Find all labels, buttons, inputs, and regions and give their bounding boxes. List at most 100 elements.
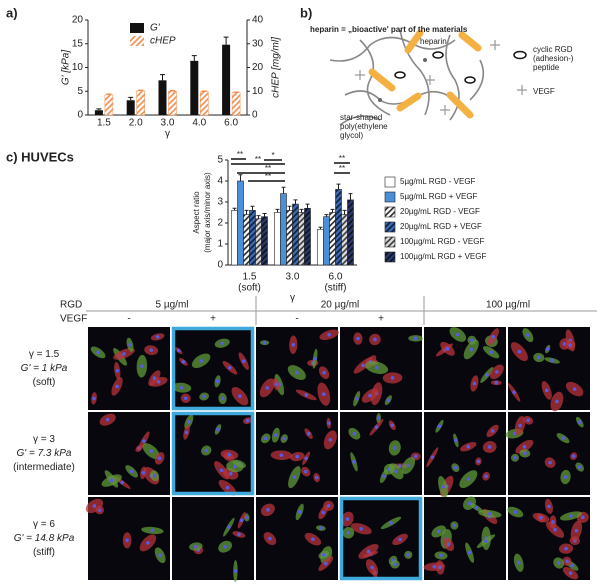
legend-label: 5µg/mL RGD + VEGF <box>400 192 478 201</box>
micrograph <box>172 412 254 495</box>
nucleus <box>220 396 225 401</box>
nucleus <box>220 341 225 346</box>
bar <box>347 199 354 266</box>
nucleus <box>491 334 496 339</box>
legend-swatch <box>130 23 144 33</box>
nucleus <box>453 465 458 470</box>
diagram-label: VEGF <box>533 87 555 96</box>
bar <box>274 212 281 266</box>
x-tick-label: 4.0 <box>192 118 206 129</box>
nucleus <box>120 480 124 485</box>
nucleus <box>326 421 331 425</box>
legend-swatch <box>384 251 396 263</box>
y-tick-label: 3 <box>217 197 223 208</box>
nucleus <box>578 420 582 424</box>
bar <box>280 193 287 266</box>
y-axis-label: (major axis/minor axis) <box>203 172 212 253</box>
nucleus <box>128 342 132 347</box>
error-bar <box>232 207 237 211</box>
nucleus <box>157 456 162 461</box>
x-tick-label: 6.0 <box>329 272 343 283</box>
error-bar <box>223 36 229 45</box>
nucleus <box>262 340 267 345</box>
legend-label: cHEP <box>150 36 176 47</box>
bar <box>237 180 244 266</box>
nucleus <box>441 484 445 489</box>
nucleus <box>216 427 220 432</box>
nucleus <box>314 475 319 480</box>
nucleus <box>452 523 457 528</box>
error-bar <box>256 215 261 219</box>
nucleus <box>129 469 134 474</box>
y-tick-label: 5 <box>217 155 223 166</box>
error-bar <box>324 214 329 217</box>
legend-swatch <box>384 206 396 218</box>
nucleus <box>439 553 443 558</box>
nucleus <box>487 445 492 449</box>
y-tick-label: 0 <box>77 110 83 121</box>
bar <box>231 210 238 266</box>
nucleus <box>322 392 326 396</box>
nucleus <box>238 394 242 399</box>
diagram-label: (adhesion-) <box>533 54 574 63</box>
nucleus <box>233 464 237 469</box>
x-tick-label: 3.0 <box>161 118 175 129</box>
nucleus <box>485 373 489 377</box>
highlight <box>171 411 255 496</box>
significance: ** <box>339 164 345 173</box>
nucleus <box>398 537 402 542</box>
nucleus <box>437 424 442 429</box>
y2-tick-label: 30 <box>252 38 264 49</box>
y2-tick-label: 10 <box>252 86 264 97</box>
nucleus <box>563 475 568 479</box>
error-bar <box>128 96 134 101</box>
nucleus <box>488 512 492 516</box>
legend-label: 100µg/mL RGD - VEGF <box>400 237 484 246</box>
nucleus <box>122 352 126 356</box>
nucleus <box>569 514 573 518</box>
nucleus <box>556 561 561 565</box>
nucleus <box>517 349 522 354</box>
bar <box>335 189 342 266</box>
nucleus <box>184 430 189 435</box>
nucleus <box>327 332 331 337</box>
nucleus <box>228 365 232 370</box>
nucleus <box>513 455 517 460</box>
row-label: γ = 1.5 <box>29 349 60 360</box>
error-bar <box>293 199 298 205</box>
nucleus <box>241 359 246 363</box>
bar <box>323 216 330 266</box>
nucleus <box>263 436 268 441</box>
y2-axis-label: cHEP [mg/ml] <box>271 37 282 98</box>
nucleus <box>183 396 188 401</box>
nucleus <box>474 505 479 510</box>
bar <box>255 218 262 266</box>
y-tick-label: 4 <box>217 176 223 187</box>
nucleus <box>228 471 233 476</box>
bar <box>231 92 241 116</box>
nucleus <box>319 526 323 530</box>
error-bar <box>305 203 310 209</box>
nucleus <box>359 526 363 531</box>
legend-swatch <box>384 221 396 233</box>
y-tick-label: 1 <box>217 239 223 250</box>
nucleus <box>194 544 198 549</box>
row-label: γ = 3 <box>33 434 55 445</box>
x-axis-label: γ <box>290 293 295 304</box>
nucleus <box>577 465 582 469</box>
nucleus <box>152 376 157 380</box>
nucleus <box>445 347 450 351</box>
nucleus <box>366 549 371 554</box>
error-bar <box>238 174 243 181</box>
nucleus <box>394 469 398 474</box>
nucleus <box>386 398 391 402</box>
y2-tick-label: 20 <box>252 62 264 73</box>
nucleus <box>292 475 297 479</box>
significance: * <box>271 151 274 160</box>
y-tick-label: 5 <box>77 86 83 97</box>
nucleus <box>268 536 272 541</box>
nucleus <box>181 360 186 364</box>
nucleus <box>105 417 110 422</box>
nucleus <box>376 416 381 420</box>
nucleus <box>202 394 206 399</box>
